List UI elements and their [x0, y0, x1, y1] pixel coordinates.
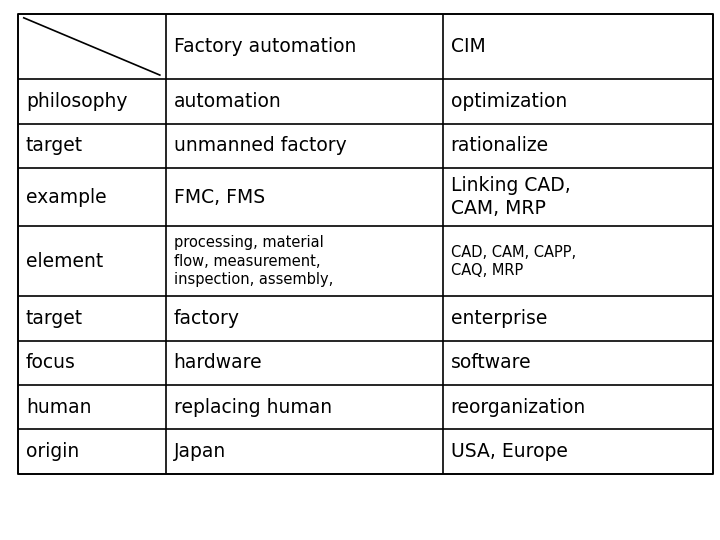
Text: FMC, FMS: FMC, FMS — [174, 187, 265, 207]
Text: enterprise: enterprise — [451, 309, 547, 328]
Text: optimization: optimization — [451, 92, 567, 111]
Text: Factory automation: Factory automation — [174, 37, 356, 56]
Text: Japan: Japan — [174, 442, 226, 461]
Text: Linking CAD,
CAM, MRP: Linking CAD, CAM, MRP — [451, 176, 570, 218]
Text: element: element — [26, 252, 103, 271]
Text: human: human — [26, 397, 91, 417]
Text: automation: automation — [174, 92, 282, 111]
Text: example: example — [26, 187, 107, 207]
Text: focus: focus — [26, 353, 76, 373]
Text: philosophy: philosophy — [26, 92, 127, 111]
Text: USA, Europe: USA, Europe — [451, 442, 567, 461]
Text: reorganization: reorganization — [451, 397, 586, 417]
Text: CIM: CIM — [451, 37, 485, 56]
Text: hardware: hardware — [174, 353, 262, 373]
Text: rationalize: rationalize — [451, 136, 549, 156]
Text: unmanned factory: unmanned factory — [174, 136, 346, 156]
Text: processing, material
flow, measurement,
inspection, assembly,: processing, material flow, measurement, … — [174, 235, 333, 287]
Text: factory: factory — [174, 309, 240, 328]
Text: origin: origin — [26, 442, 79, 461]
Text: replacing human: replacing human — [174, 397, 332, 417]
Text: target: target — [26, 136, 83, 156]
Bar — [18, 14, 713, 474]
Text: CAD, CAM, CAPP,
CAQ, MRP: CAD, CAM, CAPP, CAQ, MRP — [451, 245, 576, 278]
Text: target: target — [26, 309, 83, 328]
Text: software: software — [451, 353, 531, 373]
